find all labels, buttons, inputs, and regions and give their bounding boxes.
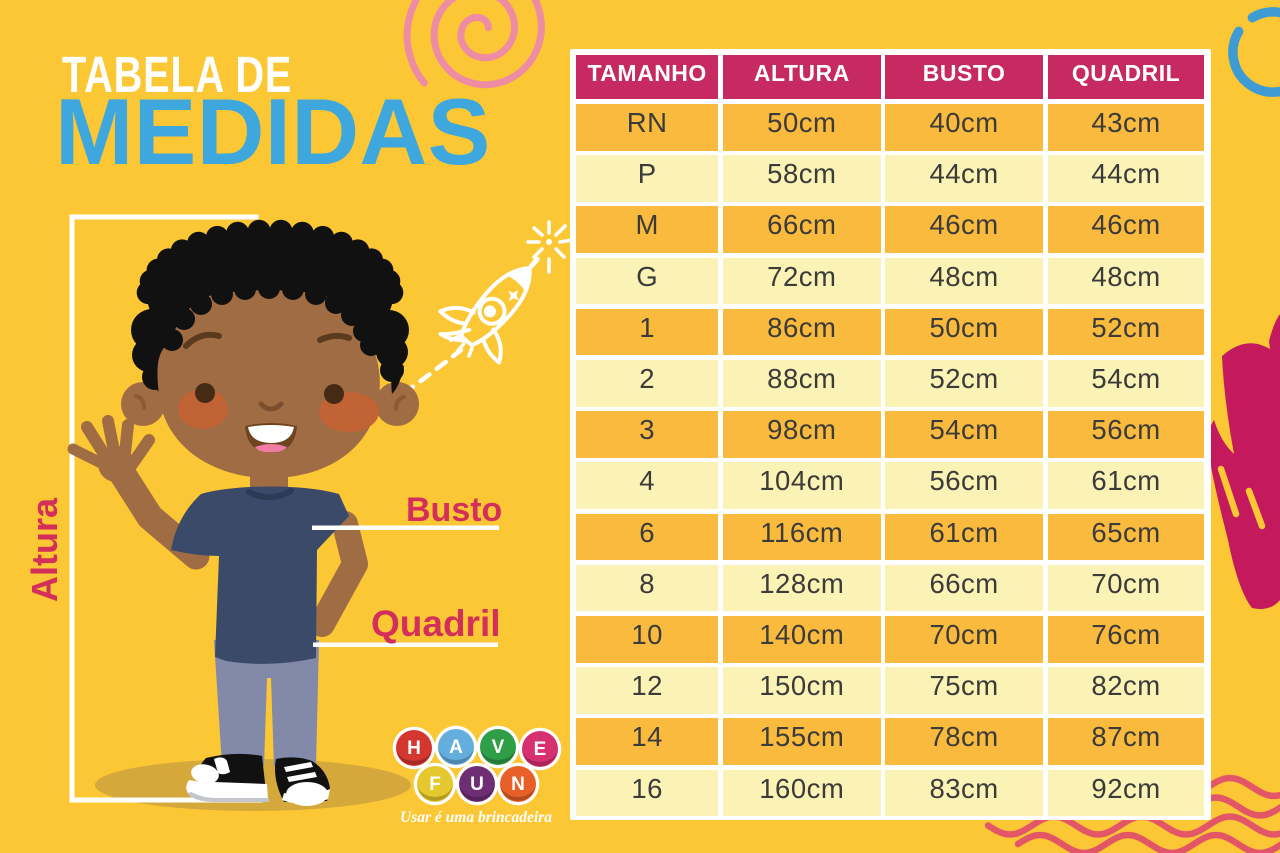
svg-text:V: V	[492, 737, 505, 758]
svg-text:N: N	[511, 774, 525, 795]
svg-text:E: E	[534, 739, 547, 760]
svg-text:H: H	[407, 738, 421, 759]
svg-text:F: F	[429, 774, 441, 795]
svg-text:A: A	[449, 737, 463, 758]
svg-text:Usar é uma brincadeira: Usar é uma brincadeira	[400, 809, 552, 826]
svg-text:U: U	[470, 774, 484, 795]
